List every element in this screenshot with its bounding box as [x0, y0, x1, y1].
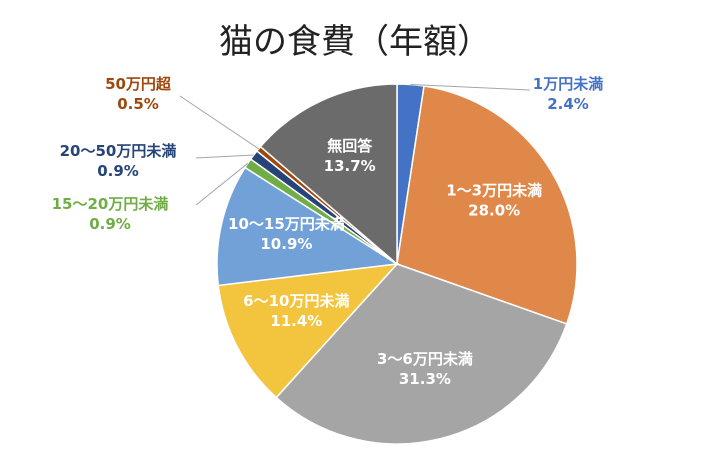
slice-value-7: 0.5% [117, 95, 159, 113]
slice-label-0: 1万円未満 [533, 75, 603, 93]
leader-line-0 [410, 84, 531, 91]
pie-slice-2 [275, 263, 568, 445]
slice-value-3: 11.4% [270, 312, 322, 330]
slice-label-2: 3～6万円未満 [377, 350, 473, 368]
slice-value-2: 31.3% [399, 370, 451, 388]
pie-slice-4 [216, 166, 400, 287]
slice-label-3: 6～10万円未満 [243, 292, 349, 310]
slice-label-4: 10～15万円未満 [228, 215, 345, 233]
chart-title: 猫の食費（年額） [219, 22, 491, 62]
slice-value-6: 0.9% [97, 162, 139, 180]
slice-value-1: 28.0% [468, 202, 520, 220]
slice-label-1: 1～3万円未満 [446, 182, 542, 200]
slice-value-8: 13.7% [324, 157, 376, 175]
pie-slice-8 [259, 83, 398, 266]
pie-slice-1 [396, 85, 578, 325]
leader-line-5 [195, 162, 249, 206]
slice-value-4: 10.9% [260, 235, 312, 253]
slice-label-8: 無回答 [327, 137, 373, 155]
slice-label-6: 20～50万円未満 [60, 142, 177, 160]
slice-value-5: 0.9% [89, 215, 131, 233]
pie-slice-3 [217, 263, 399, 399]
slice-label-5: 15～20万円未満 [52, 195, 169, 213]
slice-value-0: 2.4% [547, 95, 589, 113]
pie-slices [216, 83, 578, 445]
leader-line-6 [195, 154, 254, 159]
slice-label-7: 50万円超 [105, 75, 172, 93]
pie-labels: 1万円未満 2.4% 1～3万円未満 28.0% 3～6万円未満 31.3% 6～10万円未… [52, 75, 604, 388]
leader-line-7 [179, 95, 259, 150]
